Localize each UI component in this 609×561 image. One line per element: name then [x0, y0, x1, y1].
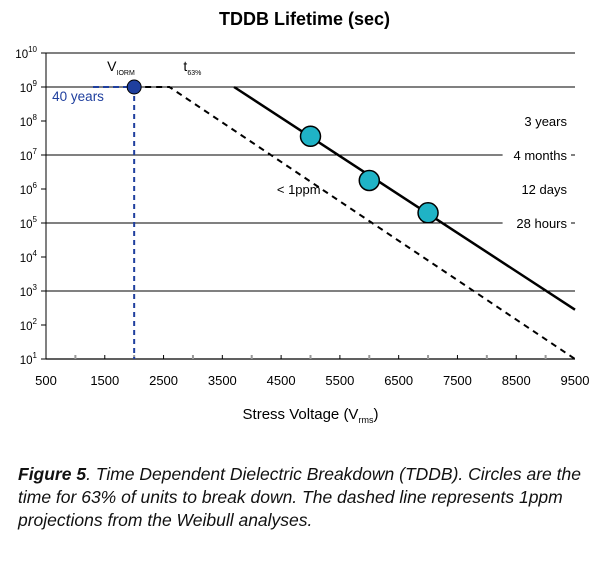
y-tick-label: 109 [20, 79, 38, 95]
reference-label: 4 months [514, 148, 568, 163]
x-tick-label: 6500 [384, 373, 413, 388]
y-tick-label: 103 [20, 283, 38, 299]
y-tick-label: 104 [20, 249, 38, 265]
y-tick-label: 107 [20, 147, 38, 163]
data-point [299, 125, 322, 148]
chart-title: TDDB Lifetime (sec) [218, 9, 391, 29]
y-tick-label: 102 [20, 317, 38, 333]
y-tick-label: 106 [20, 181, 38, 197]
reference-label-bg [509, 112, 571, 130]
caption-text: . Time Dependent Dielectric Breakdown (T… [18, 464, 581, 530]
x-tick-label: 8500 [502, 373, 531, 388]
x-tick-label: 5500 [325, 373, 354, 388]
tddb-chart: 1010 109 108 107 106 105 104 103 102 101 500 1500 25… [15, 45, 590, 425]
x-tick-label: 4500 [267, 373, 296, 388]
y-tick-label: 1010 [15, 45, 37, 61]
data-point [358, 169, 381, 192]
reference-label-bg [509, 180, 571, 198]
reference-label-bg [502, 146, 571, 164]
x-tick-label: 7500 [443, 373, 472, 388]
caption-label: Figure 5 [18, 464, 87, 484]
reference-label: 12 days [521, 182, 567, 197]
ppm-projection-line [134, 86, 576, 360]
figure-caption: Figure 5. Time Dependent Dielectric Brea… [18, 463, 593, 532]
viorm-label: VIORM [107, 58, 135, 77]
data-point [417, 202, 439, 224]
t63-line [233, 85, 576, 311]
reference-label: 3 years [524, 114, 567, 129]
x-axis-label: Stress Voltage (Vrms) [243, 406, 379, 425]
x-tick-label: 500 [35, 373, 57, 388]
t63-label: t63% [183, 58, 201, 77]
y-tick-label: 101 [20, 351, 38, 367]
x-tick-label: 3500 [208, 373, 237, 388]
x-tick-label: 1500 [90, 373, 119, 388]
x-tick-label: 2500 [149, 373, 178, 388]
ppm-label: < 1ppm [277, 182, 321, 197]
y-tick-label: 105 [20, 215, 38, 231]
viorm-point [126, 79, 142, 95]
x-tick-label: 9500 [561, 373, 590, 388]
reference-label-bg [502, 214, 571, 232]
reference-label: 28 hours [516, 216, 567, 231]
y-tick-label: 108 [20, 113, 38, 129]
forty-years-label: 40 years [52, 89, 104, 104]
